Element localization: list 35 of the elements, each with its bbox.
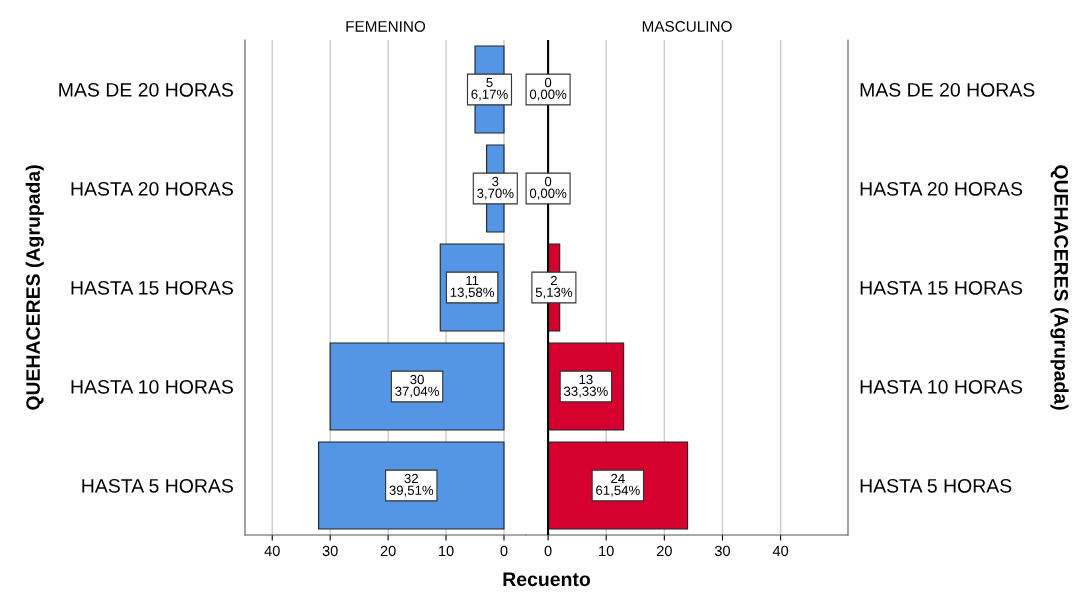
x-tick-label: 10 — [439, 545, 454, 557]
y-tick-label: HASTA 15 HORAS — [71, 280, 233, 295]
data-label: 3 3,70% — [477, 176, 514, 200]
data-label: 30 37,04% — [395, 374, 439, 398]
y2-axis-title: QUEHACERES (Agrupada) — [1050, 165, 1069, 410]
y-tick-label: HASTA 10 HORAS — [860, 379, 1023, 394]
x-tick-label: 30 — [714, 545, 730, 557]
data-label: 24 61,54% — [596, 473, 640, 497]
x-tick-label: 20 — [380, 545, 396, 557]
data-label: 5 6,17% — [471, 77, 508, 101]
y-tick-label: HASTA 20 HORAS — [860, 181, 1023, 196]
y-tick-label: HASTA 20 HORAS — [71, 181, 233, 196]
data-label: 32 39,51% — [389, 473, 434, 497]
x-tick-label: 0 — [500, 545, 508, 557]
y-tick-label: HASTA 15 HORAS — [860, 280, 1023, 295]
data-label: 2 5,13% — [535, 275, 573, 299]
x-tick-label: 0 — [544, 545, 552, 557]
x-axis-title: Recuento — [503, 572, 591, 587]
y-tick-label: HASTA 5 HORAS — [860, 478, 1012, 493]
x-tick-label: 30 — [322, 545, 338, 557]
x-tick-label: 40 — [264, 545, 280, 557]
x-tick-label: 40 — [772, 545, 789, 557]
y-tick-label: HASTA 10 HORAS — [71, 379, 233, 394]
data-label: 0 0,00% — [529, 77, 567, 101]
chart-title: FEMENINO — [346, 21, 426, 32]
data-label: 0 0,00% — [529, 176, 567, 200]
chart-title: MASCULINO — [642, 21, 732, 32]
data-label: 11 13,58% — [450, 275, 495, 299]
x-tick-label: 10 — [599, 545, 614, 557]
data-label: 13 33,33% — [564, 374, 608, 398]
y-tick-label: HASTA 5 HORAS — [82, 478, 233, 493]
y-axis-title: QUEHACERES (Agrupada) — [25, 165, 44, 410]
y-tick-label: MAS DE 20 HORAS — [860, 82, 1035, 97]
x-tick-label: 20 — [656, 545, 672, 557]
y-tick-label: MAS DE 20 HORAS — [59, 82, 233, 97]
